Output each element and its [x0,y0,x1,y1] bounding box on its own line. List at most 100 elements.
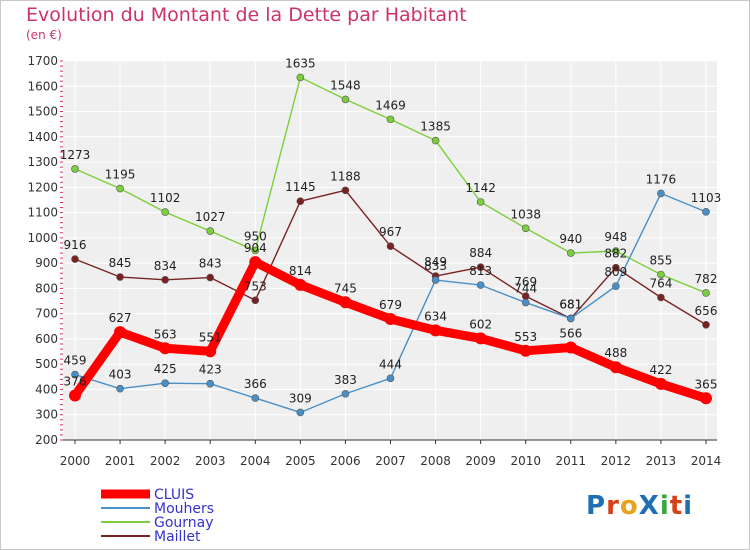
x-tick-label-2010: 2010 [510,454,541,468]
data-label-maillet-2004: 753 [244,279,267,293]
data-label-gournay-2008: 1385 [420,120,451,134]
y-tick-label-1300: 1300 [27,155,58,169]
point-maillet-2009 [476,263,485,271]
point-gournay-2010 [521,224,530,233]
proxiti-logo: ProXiti [586,491,694,521]
point-cluis-2004 [249,256,262,269]
data-label-maillet-2008: 849 [424,255,447,269]
data-label-gournay-2000: 1273 [60,148,91,162]
legend-label-mouhers: Mouhers [154,501,214,517]
point-maillet-2014 [702,320,710,329]
y-tick-label-400: 400 [35,382,58,396]
data-label-cluis-2012: 488 [604,346,627,360]
data-label-maillet-2011: 681 [559,297,582,311]
point-mouhers-2003 [206,379,215,388]
data-label-maillet-2002: 834 [154,259,177,273]
data-label-mouhers-2001: 403 [109,368,132,382]
point-gournay-2000 [71,165,79,173]
point-gournay-2009 [476,198,485,206]
x-tick-label-2001: 2001 [105,454,136,468]
data-label-cluis-2007: 679 [379,298,402,312]
point-cluis-2001 [114,326,127,339]
data-label-cluis-2002: 563 [154,327,177,341]
x-tick-label-2011: 2011 [556,454,587,468]
y-tick-label-700: 700 [35,307,58,321]
y-tick-label-800: 800 [35,281,58,295]
data-label-mouhers-2011: 681 [559,297,582,311]
data-label-mouhers-2008: 833 [424,259,447,273]
point-cluis-2008 [429,324,442,337]
x-tick-label-2002: 2002 [150,454,181,468]
point-maillet-2001 [116,273,124,281]
y-tick-label-300: 300 [35,408,58,422]
data-label-mouhers-2006: 383 [334,373,357,387]
point-cluis-2012 [609,361,622,374]
y-tick-label-1700: 1700 [27,54,58,68]
point-mouhers-2001 [116,384,124,393]
x-tick-label-2005: 2005 [285,454,316,468]
point-mouhers-2007 [386,374,395,383]
y-tick-label-900: 900 [35,256,58,270]
data-label-maillet-2012: 882 [604,247,627,261]
point-maillet-2002 [161,276,169,284]
point-maillet-2012 [612,263,620,272]
y-tick-label-1400: 1400 [27,130,58,144]
data-label-gournay-2003: 1027 [195,210,226,224]
data-label-maillet-2010: 769 [514,275,537,289]
data-label-cluis-2004: 904 [244,241,267,255]
point-mouhers-2014 [702,208,710,216]
data-label-mouhers-2014: 1103 [691,191,722,205]
point-gournay-2007 [386,115,395,124]
data-label-mouhers-2000: 459 [64,354,87,368]
point-cluis-2007 [384,312,397,325]
point-mouhers-2010 [521,298,530,307]
y-tick-label-1200: 1200 [27,180,58,194]
point-gournay-2001 [116,184,124,193]
point-mouhers-2011 [566,314,575,323]
data-label-gournay-2010: 1038 [510,207,541,221]
data-label-mouhers-2012: 809 [604,265,627,279]
point-maillet-2007 [386,242,395,251]
point-gournay-2002 [161,208,169,216]
point-cluis-2005 [294,278,307,291]
x-tick-label-2006: 2006 [330,454,361,468]
y-tick-label-500: 500 [35,357,58,371]
y-tick-label-1100: 1100 [27,206,58,220]
data-label-mouhers-2004: 366 [244,377,267,391]
series-group [69,73,712,417]
x-tick-label-2000: 2000 [60,454,91,468]
x-tick-label-2008: 2008 [420,454,451,468]
data-label-mouhers-2007: 444 [379,357,402,371]
data-label-mouhers-2002: 425 [154,362,177,376]
point-mouhers-2002 [161,379,169,387]
point-gournay-2014 [702,289,710,297]
data-label-maillet-2006: 1188 [330,169,361,183]
x-tick-label-2007: 2007 [375,454,406,468]
legend-label-maillet: Maillet [154,529,201,545]
data-label-gournay-2013: 855 [649,254,672,268]
point-mouhers-2004 [251,394,260,402]
point-maillet-2003 [206,273,215,282]
y-tick-label-600: 600 [35,332,58,346]
point-gournay-2004 [251,246,260,255]
point-gournay-2008 [431,136,440,145]
point-cluis-2000 [69,389,81,402]
data-label-mouhers-2005: 309 [289,391,312,405]
x-tick-label-2012: 2012 [601,454,632,468]
point-gournay-2005 [296,73,305,82]
point-mouhers-2000 [71,370,79,379]
data-label-cluis-2014: 365 [695,377,718,391]
point-gournay-2012 [612,247,620,255]
x-tick-label-2003: 2003 [195,454,226,468]
point-mouhers-2008 [431,276,440,284]
point-gournay-2006 [341,95,350,104]
point-maillet-2004 [251,296,260,305]
point-mouhers-2006 [341,389,350,398]
data-label-maillet-2000: 916 [64,238,87,252]
data-label-gournay-2005: 1635 [285,56,316,70]
point-maillet-2013 [657,293,665,302]
data-label-cluis-2000: 376 [64,375,87,389]
y-tick-label-1000: 1000 [27,231,58,245]
